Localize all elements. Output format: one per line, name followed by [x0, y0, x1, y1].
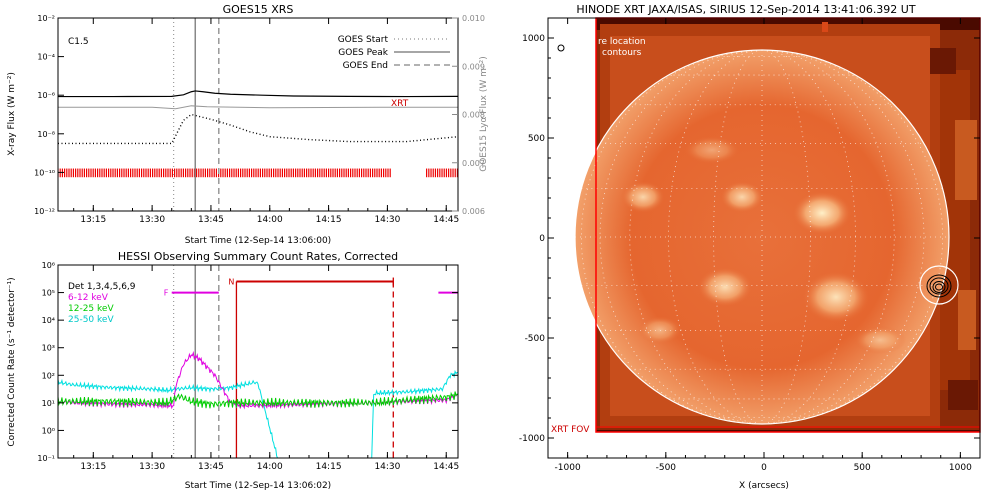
goes-x-tick-label: 13:45: [198, 215, 224, 225]
hessi-x-tick-label: 14:30: [374, 462, 400, 472]
flare-contours: [919, 265, 959, 305]
xrt-x-tick-label: -500: [656, 463, 677, 473]
goes-x-label: Start Time (12-Sep-14 13:06:00): [185, 236, 331, 246]
hessi-y-tick-label: 10⁻¹: [37, 454, 55, 463]
goes-xrt-annotation: XRT: [391, 99, 409, 109]
goes-x-tick-label: 14:15: [316, 215, 342, 225]
goes-data-layer: [58, 18, 458, 211]
xrt-x-tick-label: -1000: [555, 463, 581, 473]
hessi-panel: HESSI Observing Summary Count Rates, Cor…: [7, 250, 459, 491]
hessi-legend-title: Det 1,3,4,5,6,9: [68, 282, 136, 292]
xrt-y-tick-label: -1000: [519, 434, 545, 444]
goes-x-tick-label: 13:30: [139, 215, 165, 225]
xrt-title: HINODE XRT JAXA/ISAS, SIRIUS 12-Sep-2014…: [576, 3, 915, 16]
hessi-title: HESSI Observing Summary Count Rates, Cor…: [118, 250, 398, 263]
goes-y-tick-label: 10⁻⁶: [37, 91, 55, 100]
hessi-y-tick-label: 10⁰: [42, 426, 55, 435]
xrt-y-tick-label: 500: [528, 134, 545, 144]
active-regions: [575, 50, 949, 424]
goes-x-tick-label: 14:45: [433, 215, 459, 225]
hinode-xrt-panel: HINODE XRT JAXA/ISAS, SIRIUS 12-Sep-2014…: [519, 3, 981, 491]
legend-goes-end: GOES End: [343, 61, 388, 71]
hessi-series-12-25-keV: [58, 391, 458, 409]
goes-series-long: [58, 90, 458, 98]
hessi-x-tick-label: 13:30: [139, 462, 165, 472]
hessi-y-tick-label: 10⁶: [42, 261, 55, 270]
hessi-legend: Det 1,3,4,5,6,9 6-12 keV 12-25 keV 25-50…: [68, 282, 136, 325]
hessi-series-25-50-keV: [58, 369, 458, 458]
hessi-y-tick-label: 10⁴: [42, 316, 55, 325]
goes-x-tick-label: 14:00: [257, 215, 283, 225]
xrt-y-tick-label: 1000: [522, 34, 545, 44]
goes-y-right-tick-label: 0.010: [462, 14, 485, 23]
goes-series-lyman-alpha: [58, 105, 458, 110]
goes-xrs-panel: GOES15 XRS 13:15 13:30 13:45 14:00 14:15 14:3…: [7, 3, 489, 246]
goes-y-tick-label: 10⁻¹⁰: [34, 168, 55, 177]
hessi-legend-25-50: 25-50 keV: [68, 315, 114, 325]
hessi-y-tick-label: 10⁵: [42, 289, 55, 298]
xrt-y-tick-label: -500: [525, 334, 546, 344]
goes-title: GOES15 XRS: [223, 3, 294, 16]
goes-x-tick-label: 13:15: [80, 215, 106, 225]
hessi-data-layer: FN: [58, 265, 458, 458]
xrt-coverage-ticks: [426, 168, 458, 178]
xrt-legend-location: re location: [598, 37, 646, 47]
hessi-y-label: Corrected Count Rate (s⁻¹ detector⁻¹): [7, 277, 17, 446]
hessi-x-tick-label: 14:00: [257, 462, 283, 472]
hessi-flag-label: N: [228, 278, 234, 287]
goes-legend: GOES Start GOES Peak GOES End: [338, 35, 450, 71]
goes-x-tick-label: 14:30: [374, 215, 400, 225]
hessi-plot-frame: [57, 264, 459, 459]
goes-y-right-tick-label: 0.009: [462, 62, 485, 71]
goes-y-label: X-ray Flux (W m⁻²): [7, 72, 17, 156]
hessi-flag-label: F: [164, 289, 169, 298]
goes-y-tick-label: 10⁻²: [37, 14, 55, 23]
xrt-legend-contours: contours: [602, 48, 642, 58]
hessi-x-tick-label: 13:15: [80, 462, 106, 472]
xrt-x-tick-label: 500: [854, 463, 871, 473]
xrt-fov-label: XRT FOV: [551, 425, 590, 435]
legend-goes-start: GOES Start: [338, 35, 389, 45]
legend-goes-peak: GOES Peak: [338, 48, 388, 58]
xrt-coverage-ticks: [58, 168, 391, 178]
goes-class-label: C1.5: [68, 37, 89, 47]
goes-y-label-right: GOES15 Lyα Flux (W m⁻²): [479, 56, 489, 172]
xrt-y-tick-label: 0: [539, 234, 545, 244]
hessi-legend-12-25: 12-25 keV: [68, 304, 114, 314]
goes-series-short: [58, 113, 458, 145]
hessi-x-label: Start Time (12-Sep-14 13:06:02): [185, 481, 331, 491]
hessi-x-tick-label: 13:45: [198, 462, 224, 472]
goes-y-right-tick-label: 0.006: [462, 207, 485, 216]
hessi-x-tick-label: 14:45: [433, 462, 459, 472]
xrt-x-label: X (arcsecs): [739, 481, 789, 491]
goes-plot-frame: [57, 17, 459, 212]
hessi-x-tick-label: 14:15: [316, 462, 342, 472]
hessi-legend-6-12: 6-12 keV: [68, 293, 109, 303]
hessi-y-tick-label: 10³: [42, 344, 55, 353]
hessi-y-tick-label: 10¹: [42, 399, 55, 408]
xrt-x-tick-label: 0: [761, 463, 767, 473]
goes-y-right-tick-label: 0.007: [462, 159, 485, 168]
goes-y-right-tick-label: 0.008: [462, 111, 485, 120]
solar-disk: [574, 49, 950, 425]
legend-location-icon: [557, 44, 565, 52]
xrt-x-tick-label: 1000: [949, 463, 972, 473]
goes-y-tick-label: 10⁻⁴: [37, 53, 55, 62]
goes-y-tick-label: 10⁻⁸: [37, 130, 55, 139]
hessi-y-tick-label: 10²: [42, 371, 55, 380]
goes-y-tick-label: 10⁻¹²: [34, 207, 55, 216]
